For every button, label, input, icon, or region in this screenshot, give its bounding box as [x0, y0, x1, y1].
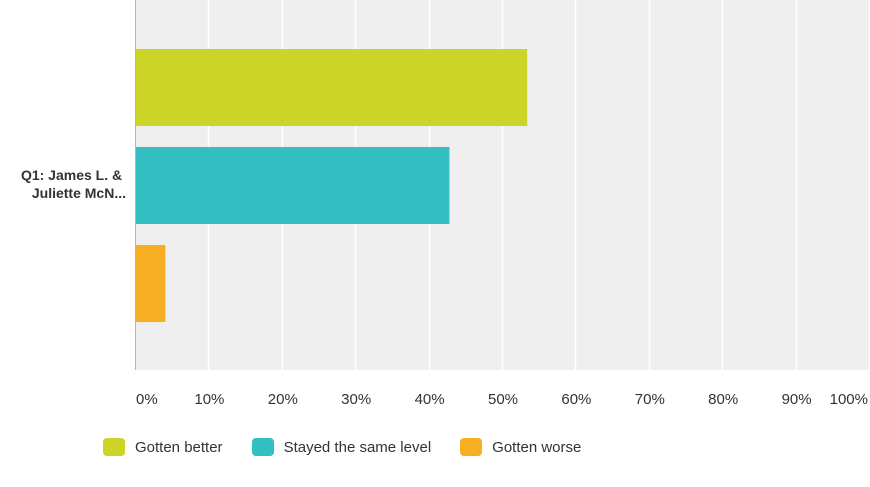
legend-item-gotten-worse: Gotten worse [460, 438, 581, 456]
bar-gotten-worse [136, 245, 166, 322]
legend-label-gotten-better: Gotten better [135, 438, 223, 456]
legend-label-gotten-worse: Gotten worse [492, 438, 582, 456]
x-axis-tick-labels: 0% 10% 20% 30% 40% 50% 60% 70% 80% 90% 100% [136, 391, 868, 408]
legend-swatch-gotten-better [103, 438, 125, 456]
x-tick-label: 0% [136, 391, 158, 408]
bar-gotten-better [136, 49, 528, 126]
legend-label-stayed-the-same: Stayed the same level [283, 438, 432, 456]
category-label-line-1: Q1: James L. & [21, 167, 122, 183]
x-tick-label: 30% [341, 391, 371, 408]
legend: Gotten better Stayed the same level Gott… [103, 438, 610, 456]
x-tick-label: 40% [415, 391, 445, 408]
x-tick-label: 10% [194, 391, 224, 408]
legend-item-stayed-the-same: Stayed the same level [251, 438, 432, 456]
legend-item-gotten-better: Gotten better [103, 438, 223, 456]
category-label: Q1: James L. & Juliette McN... [21, 167, 126, 201]
category-label-line-2: Juliette McN... [32, 185, 126, 201]
x-tick-label: 90% [782, 391, 812, 408]
x-tick-label: 50% [488, 391, 518, 408]
bar-stayed-the-same-level [136, 147, 450, 224]
x-tick-label: 80% [708, 391, 738, 408]
bars [136, 49, 528, 322]
legend-swatch-stayed-the-same [251, 438, 274, 456]
x-tick-label: 100% [830, 391, 868, 408]
x-tick-label: 60% [561, 391, 591, 408]
x-tick-label: 70% [635, 391, 665, 408]
x-tick-label: 20% [268, 391, 298, 408]
legend-swatch-gotten-worse [460, 438, 483, 456]
